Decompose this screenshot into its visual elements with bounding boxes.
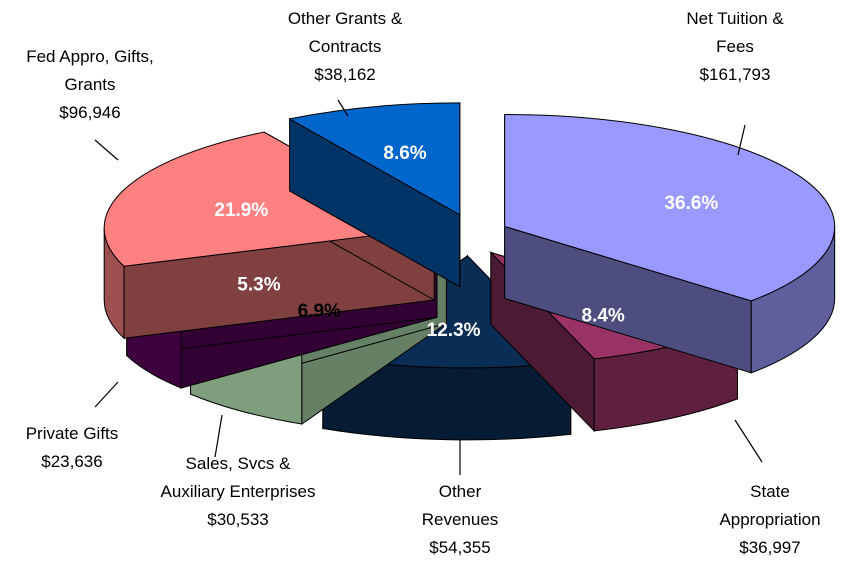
value-label: $96,946 — [59, 103, 121, 122]
value-label: $30,533 — [207, 510, 269, 529]
leader-line — [214, 414, 223, 458]
value-label: $23,636 — [41, 452, 103, 471]
value-label: $161,793 — [699, 65, 771, 84]
category-label: Other Grants & Contracts — [287, 9, 403, 56]
category-label: Private Gifts — [25, 424, 119, 443]
category-label: State Appropriation — [719, 482, 821, 529]
category-label: Net Tuition & Fees — [686, 9, 784, 56]
percent-label: 8.6% — [383, 143, 426, 164]
percent-label: 8.4% — [582, 306, 625, 327]
category-label: Other Revenues — [421, 482, 499, 529]
value-label: $38,162 — [314, 65, 376, 84]
slice-label: State Appropriation $36,997 — [719, 478, 820, 562]
slice-label: Net Tuition & Fees $161,793 — [686, 5, 783, 89]
leader-line — [94, 139, 119, 161]
leader-line — [94, 381, 119, 408]
value-label: $36,997 — [739, 538, 801, 557]
slice-label: Sales, Svcs & Auxiliary Enterprises $30,5… — [161, 450, 316, 534]
percent-label: 5.3% — [237, 275, 280, 296]
slice-top — [504, 113, 836, 302]
value-label: $54,355 — [429, 538, 491, 557]
slice-top — [103, 131, 436, 267]
slice-top — [288, 102, 461, 216]
category-label: Sales, Svcs & Auxiliary Enterprises — [160, 454, 316, 501]
slice-label: Fed Appro, Gifts, Grants $96,946 — [26, 43, 154, 127]
slice-label: Other Grants & Contracts $38,162 — [288, 5, 402, 89]
leader-line — [737, 124, 746, 156]
slice-label: Private Gifts $23,636 — [26, 420, 119, 476]
slice — [288, 102, 461, 288]
percent-label: 12.3% — [427, 320, 481, 341]
slice — [504, 113, 836, 374]
category-label: Fed Appro, Gifts, Grants — [26, 47, 154, 94]
percent-label: 6.9% — [298, 301, 341, 322]
slice-label: Other Revenues $54,355 — [422, 478, 499, 562]
leader-line — [734, 419, 763, 463]
percent-label: 21.9% — [214, 200, 268, 221]
leader-line — [337, 99, 349, 117]
percent-label: 36.6% — [664, 193, 718, 214]
